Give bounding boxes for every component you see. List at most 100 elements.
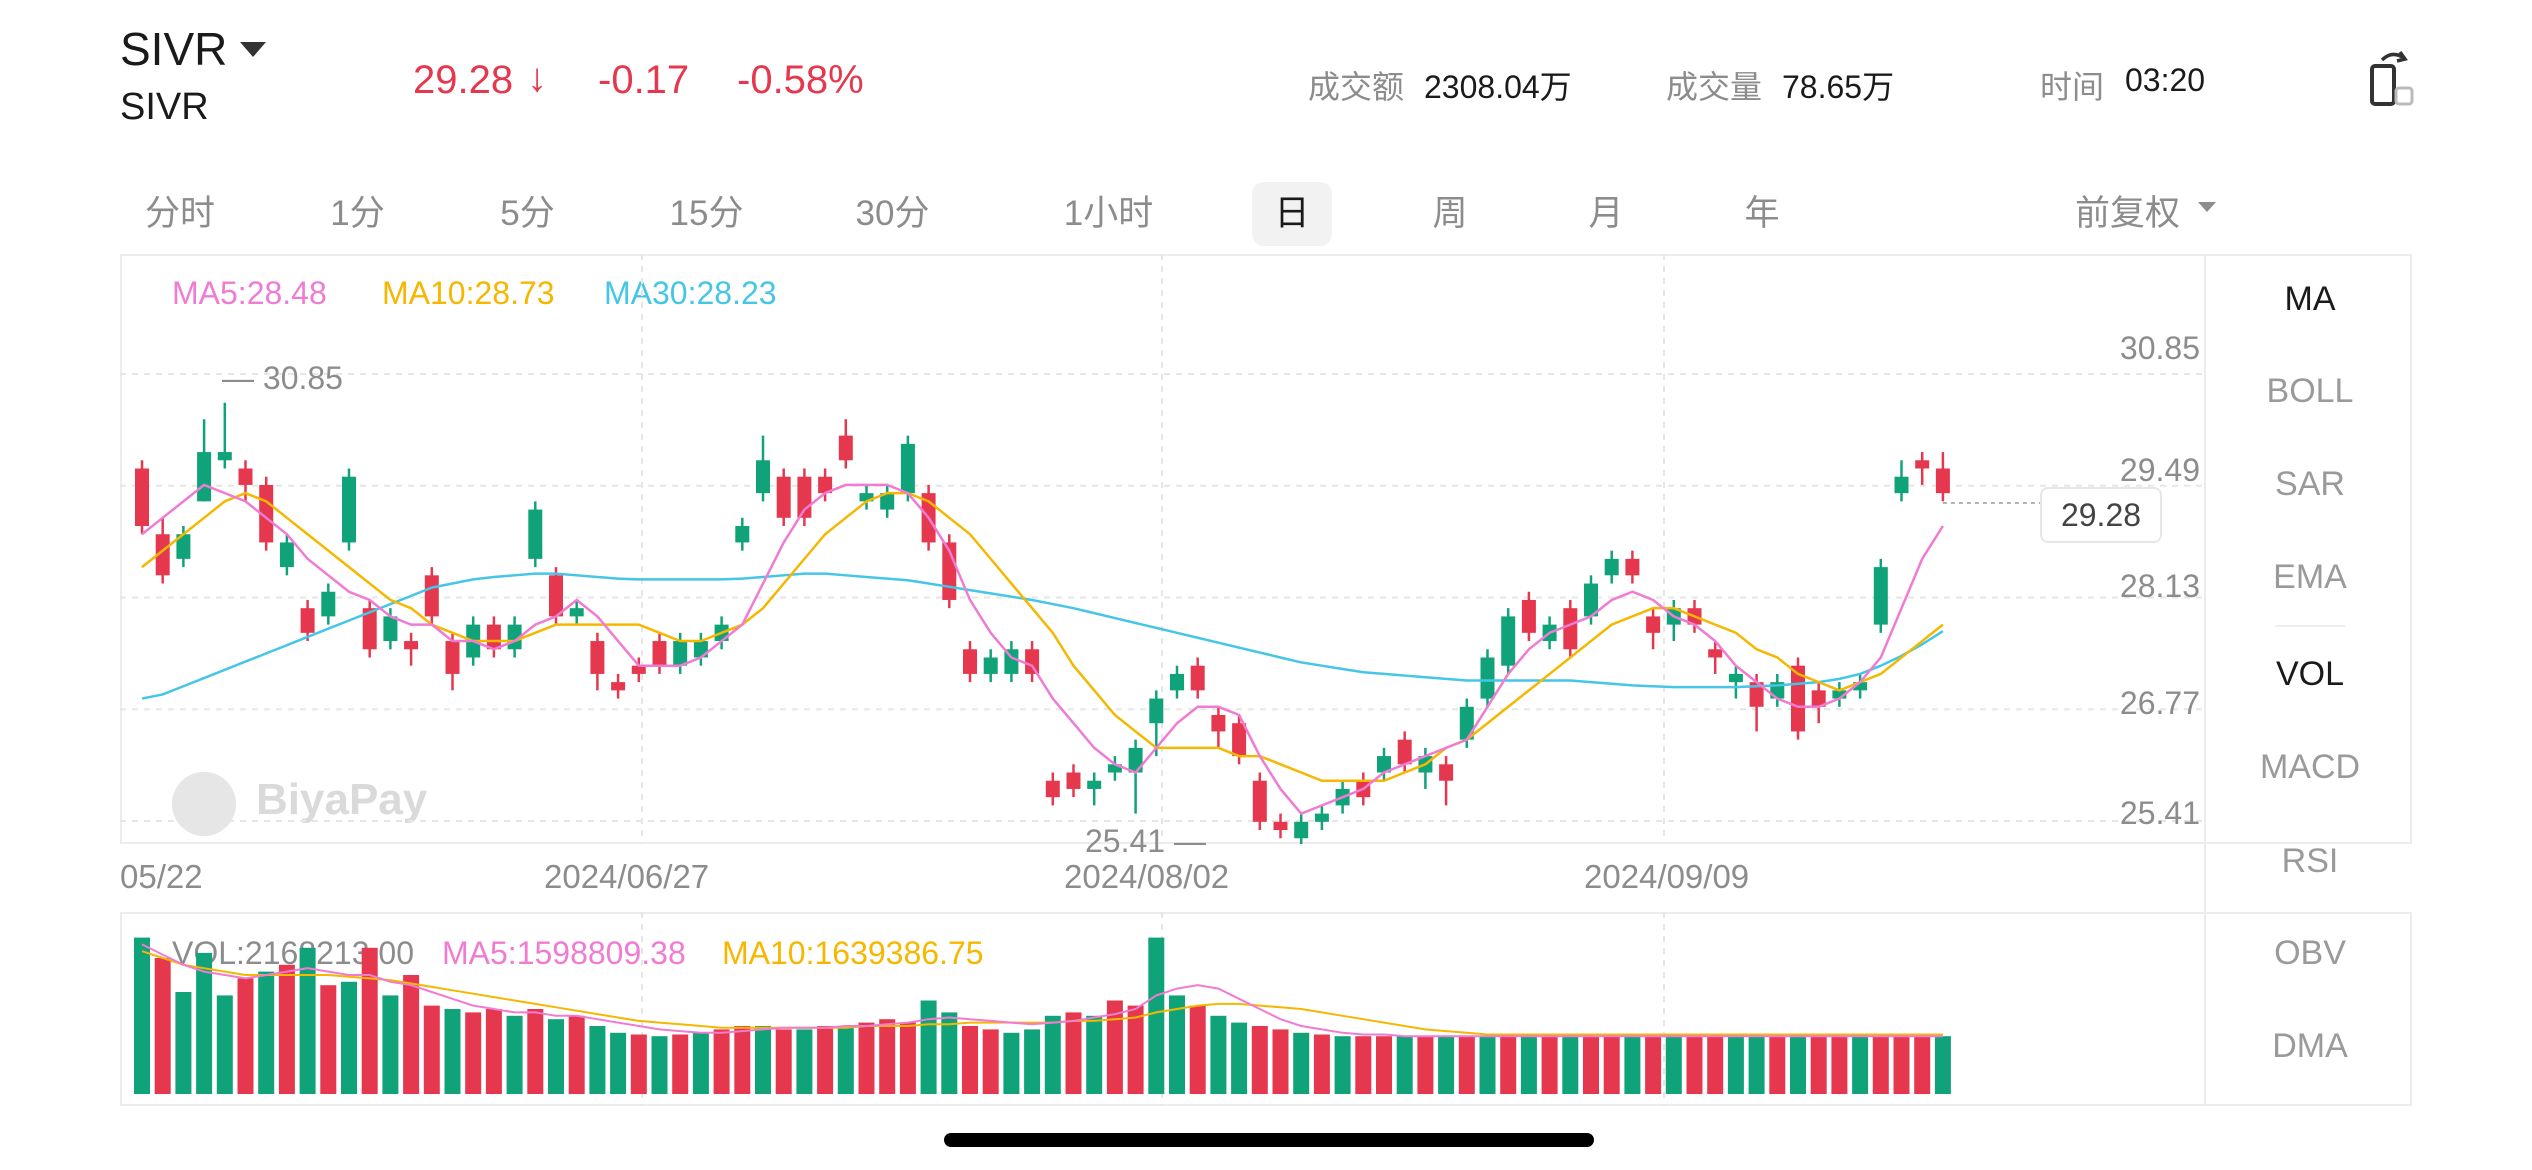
tab-period[interactable]: 5分 xyxy=(500,194,555,233)
candle-body xyxy=(1252,780,1267,822)
volume-bar xyxy=(817,1026,834,1094)
volume-bar xyxy=(1707,1036,1724,1094)
volume-bar xyxy=(1169,995,1185,1094)
adjust-dropdown[interactable]: 前复权 xyxy=(2075,194,2181,233)
high-marker: — 30.85 xyxy=(222,360,343,396)
volume-bar xyxy=(568,1015,585,1094)
volume-bar xyxy=(403,975,420,1094)
ma5-legend: MA5:28.48 xyxy=(172,275,327,311)
turnover-label: 成交额 xyxy=(1308,69,1405,105)
volume-bar xyxy=(1127,1005,1144,1094)
volume-bar xyxy=(1479,1036,1496,1094)
low-value: 25.41 xyxy=(1085,823,1166,859)
candle-body xyxy=(880,493,895,510)
indicator-separator xyxy=(2275,625,2345,627)
ma10-line xyxy=(141,491,1944,782)
volume-bar xyxy=(920,1000,937,1094)
volume-bar xyxy=(1665,1036,1682,1094)
tab-period[interactable]: 日 xyxy=(1252,182,1332,246)
volume-bar xyxy=(1044,1015,1061,1094)
ma30-legend: MA30:28.23 xyxy=(604,275,777,311)
volume-chart[interactable] xyxy=(120,912,2204,1106)
adjust-caret-icon[interactable] xyxy=(2198,202,2216,212)
volume-bar xyxy=(1541,1036,1558,1094)
low-marker: 25.41 — xyxy=(1085,823,1206,859)
candlestick-chart[interactable] xyxy=(120,254,2204,844)
candle-body xyxy=(1004,649,1019,674)
candle-body xyxy=(1646,616,1661,633)
indicator-ema[interactable]: EMA xyxy=(2273,558,2347,596)
indicator-ma[interactable]: MA xyxy=(2284,280,2336,318)
volume-label: 成交量 xyxy=(1666,69,1763,105)
volume-bar xyxy=(216,995,233,1094)
candle-body xyxy=(1625,558,1640,576)
indicator-macd[interactable]: MACD xyxy=(2259,748,2361,786)
candle-body xyxy=(776,476,791,518)
volume-bar xyxy=(879,1019,896,1094)
indicator-rsi[interactable]: RSI xyxy=(2281,842,2339,880)
rotate-screen-icon[interactable] xyxy=(2368,48,2416,108)
candle-body xyxy=(900,443,915,494)
volume-bar xyxy=(278,964,295,1094)
volume-bar xyxy=(361,947,378,1094)
volume-bar xyxy=(1065,1012,1082,1094)
candle-body xyxy=(176,534,191,559)
indicator-dma[interactable]: DMA xyxy=(2272,1027,2348,1065)
symbol-dropdown-caret-icon[interactable] xyxy=(240,42,266,57)
candle-body xyxy=(155,534,170,576)
tab-period[interactable]: 年 xyxy=(1744,194,1780,233)
candle-body xyxy=(1273,821,1288,831)
candle-body xyxy=(1749,682,1764,707)
volume-bar xyxy=(1831,1036,1848,1094)
ma30-line xyxy=(141,572,1944,700)
volume-bar xyxy=(299,947,316,1094)
candle-body xyxy=(1459,706,1474,740)
x-axis-label: 2024/06/27 xyxy=(544,858,710,895)
candle-body xyxy=(1314,813,1329,822)
tab-period[interactable]: 1小时 xyxy=(1063,194,1154,233)
volume-bar xyxy=(1624,1036,1641,1094)
y-axis-label: 30.85 xyxy=(2119,330,2200,366)
tab-period[interactable]: 1分 xyxy=(330,194,385,233)
tab-period[interactable]: 月 xyxy=(1588,194,1624,233)
volume-bar xyxy=(1893,1036,1910,1094)
tab-period[interactable]: 15分 xyxy=(669,194,744,233)
candle-body xyxy=(135,468,149,527)
volume-bar xyxy=(755,1026,771,1094)
indicator-sar[interactable]: SAR xyxy=(2275,465,2345,503)
volume-bar xyxy=(1852,1036,1869,1094)
indicator-obv[interactable]: OBV xyxy=(2274,934,2346,972)
candle-body xyxy=(1128,747,1143,773)
volume-bar xyxy=(1810,1036,1827,1094)
volume-bar xyxy=(1934,1036,1951,1094)
indicator-boll[interactable]: BOLL xyxy=(2266,372,2354,410)
candle-body xyxy=(756,460,770,494)
candle-body xyxy=(1604,558,1619,576)
volume-bar xyxy=(1520,1036,1537,1094)
candle-body xyxy=(838,435,853,461)
volume-bar xyxy=(775,1029,792,1094)
volume-bar xyxy=(1148,937,1165,1094)
tab-period[interactable]: 30分 xyxy=(855,194,930,233)
candle-body xyxy=(983,657,998,674)
volume-bar xyxy=(1396,1036,1413,1094)
home-indicator[interactable] xyxy=(944,1133,1594,1147)
tab-period[interactable]: 分时 xyxy=(144,194,215,233)
candle-body xyxy=(300,608,315,633)
indicator-vol[interactable]: VOL xyxy=(2275,655,2345,693)
tab-period[interactable]: 周 xyxy=(1432,194,1468,233)
candle-body xyxy=(362,608,377,650)
volume-bar xyxy=(1251,1026,1268,1094)
volume-bar xyxy=(1334,1036,1351,1094)
candle-body xyxy=(1294,821,1309,839)
candle-body xyxy=(590,641,605,674)
volume-bar xyxy=(1438,1036,1455,1094)
candle-body xyxy=(735,526,750,543)
candle-body xyxy=(1584,583,1598,617)
watermark: BiyaPay xyxy=(256,775,428,824)
candle-body xyxy=(569,608,584,617)
volume-bar xyxy=(1376,1036,1392,1094)
candle-body xyxy=(1439,764,1454,781)
symbol-title[interactable]: SIVR xyxy=(120,23,228,75)
y-axis-label: 28.13 xyxy=(2119,568,2200,604)
